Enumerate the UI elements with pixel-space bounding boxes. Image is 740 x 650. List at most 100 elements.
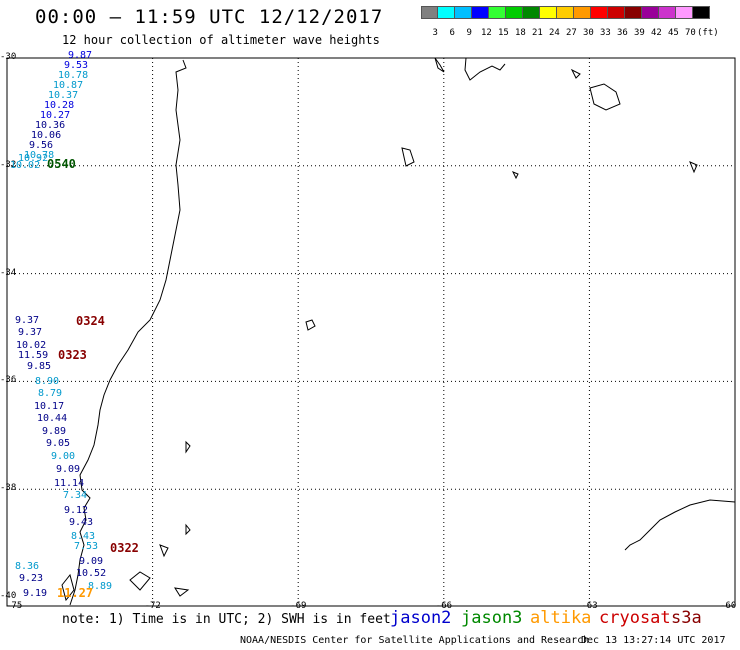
colorbar-swatch xyxy=(489,6,506,19)
colorbar-label: 6 xyxy=(449,28,455,38)
longitude-label: -60 xyxy=(720,601,737,611)
archipelago-south xyxy=(129,544,190,597)
wave-height-value: 9.19 xyxy=(23,588,48,599)
satellite-legend-jason2: jason2 xyxy=(390,608,452,628)
island-north-1 xyxy=(434,57,445,73)
colorbar-swatch xyxy=(625,6,642,19)
colorbar-swatch xyxy=(438,6,455,19)
wave-height-value: 9.53 xyxy=(64,60,89,71)
colorbar-swatch xyxy=(557,6,574,19)
colorbar-swatch xyxy=(642,6,659,19)
pass-time-label: 0324 xyxy=(76,314,105,328)
wave-height-value: 9.05 xyxy=(46,438,71,449)
satellite-legend-altika: altika xyxy=(530,608,592,628)
wave-height-value: 9.89 xyxy=(42,426,67,437)
latitude-label: -36 xyxy=(0,375,17,386)
wave-height-value: 9.00 xyxy=(51,451,76,462)
map-frame xyxy=(6,57,736,607)
colorbar-label: 42 xyxy=(651,28,662,38)
colorbar-swatch xyxy=(608,6,625,19)
latitude-label: -34 xyxy=(0,267,17,278)
island-chiloe-area xyxy=(61,573,75,602)
wave-height-value: 9.37 xyxy=(18,327,43,338)
colorbar-swatch xyxy=(574,6,591,19)
colorbar-swatch xyxy=(523,6,540,19)
wave-height-value: 11.27 xyxy=(57,586,94,600)
wave-height-value: 7.34 xyxy=(63,490,88,501)
juan-fernandez-island xyxy=(305,319,316,331)
wave-height-value: 10.37 xyxy=(48,90,79,101)
wave-height-value: 10.17 xyxy=(34,401,65,412)
wave-height-value: 8.90 xyxy=(35,376,60,387)
island-east-1 xyxy=(570,68,621,111)
wave-height-value: 7.53 xyxy=(74,541,99,552)
wave-height-value: 9.12 xyxy=(64,505,89,516)
wave-height-value: 10.87 xyxy=(53,80,84,91)
colorbar-swatch xyxy=(421,6,438,19)
latitude-label: -38 xyxy=(0,483,17,494)
colorbar-label: 12 xyxy=(481,28,492,38)
wave-height-value: 10.06 xyxy=(31,130,62,141)
colorbar-swatch xyxy=(472,6,489,19)
credit-line: NOAA/NESDIS Center for Satellite Applica… xyxy=(240,635,590,646)
longitude-label: -66 xyxy=(435,601,453,611)
latitude-label: -32 xyxy=(0,159,17,170)
wave-height-value: 8.89 xyxy=(88,581,113,592)
colorbar-swatch xyxy=(506,6,523,19)
wave-height-value: 10.27 xyxy=(40,110,71,121)
wave-height-value: 9.09 xyxy=(79,556,104,567)
wave-height-value: 8.36 xyxy=(15,561,40,572)
pass-time-label: 0323 xyxy=(58,348,87,362)
island-chain-1 xyxy=(185,440,191,536)
island-mid-1 xyxy=(401,147,415,167)
wave-height-value: 11.14 xyxy=(54,478,85,489)
colorbar-label: 27 xyxy=(566,28,577,38)
colorbar-label: 15 xyxy=(498,28,509,38)
wave-height-value: 10.02 xyxy=(16,340,47,351)
colorbar-label: 36 xyxy=(617,28,628,38)
wave-height-value: 11.59 xyxy=(18,350,49,361)
page-subtitle: 12 hour collection of altimeter wave hei… xyxy=(62,33,380,47)
wave-height-value: 8.79 xyxy=(38,388,63,399)
colorbar-swatch xyxy=(676,6,693,19)
wave-height-value: 8.43 xyxy=(71,531,96,542)
latitude-label: -40 xyxy=(0,591,17,601)
colorbar-label: 39 xyxy=(634,28,645,38)
colorbar-label: 21 xyxy=(532,28,543,38)
wave-height-value: 9.37 xyxy=(15,315,40,326)
colorbar-label: 33 xyxy=(600,28,611,38)
wave-height-value: 10.28 xyxy=(44,100,75,111)
wave-height-value: 9.56 xyxy=(29,140,54,151)
pass-time-label: 0322 xyxy=(110,541,139,555)
longitude-label: -72 xyxy=(144,601,161,611)
satellite-legend-cryosat: cryosat xyxy=(599,608,671,628)
wave-height-value: 9.43 xyxy=(69,517,94,528)
page-title: 00:00 – 11:59 UTC 12/12/2017 xyxy=(35,6,384,28)
colorbar-swatch xyxy=(693,6,710,19)
longitude-label: -63 xyxy=(581,601,598,611)
wave-height-value: 9.23 xyxy=(19,573,44,584)
colorbar-swatch xyxy=(455,6,472,19)
africa-coast-lower xyxy=(624,499,736,551)
wave-height-value: 10.44 xyxy=(37,413,68,424)
colorbar-label: 24 xyxy=(549,28,560,38)
footer-note: note: 1) Time is in UTC; 2) SWH is in fe… xyxy=(62,612,391,627)
coastline xyxy=(61,57,736,606)
colorbar-label: 30 xyxy=(583,28,594,38)
latitude-label: -30 xyxy=(0,52,17,62)
africa-coast-upper xyxy=(464,57,506,81)
colorbar-swatch xyxy=(540,6,557,19)
wave-height-value: 10.78 xyxy=(24,150,55,161)
satellite-legend-s3a: s3a xyxy=(671,608,702,628)
colorbar-swatch xyxy=(591,6,608,19)
wave-height-value: 10.78 xyxy=(58,70,89,81)
longitude-label: -69 xyxy=(290,601,307,611)
chile-coastline xyxy=(69,59,187,606)
generation-timestamp: Dec 13 13:27:14 UTC 2017 xyxy=(581,635,726,646)
island-east-2 xyxy=(689,161,698,174)
island-mid-2 xyxy=(511,171,519,180)
colorbar-label: (ft) xyxy=(697,28,719,38)
colorbar-label: 45 xyxy=(668,28,679,38)
wave-height-value: 9.87 xyxy=(68,50,93,61)
